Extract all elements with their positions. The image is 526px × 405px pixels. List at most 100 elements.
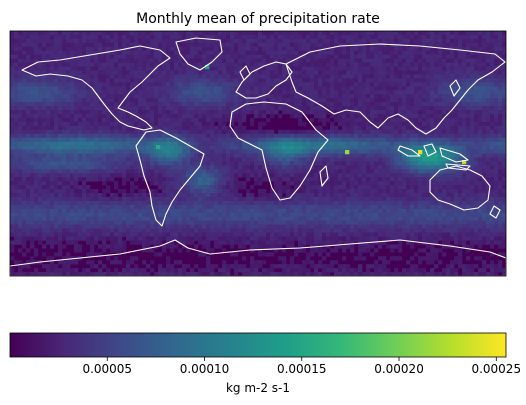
heat-cell — [18, 177, 23, 182]
heat-cell — [250, 117, 255, 123]
heat-cell — [210, 145, 215, 150]
heat-cell — [50, 66, 55, 71]
heat-cell — [458, 161, 463, 166]
heat-cell — [70, 121, 75, 127]
heat-cell — [330, 58, 335, 63]
heat-cell — [178, 121, 183, 127]
heat-cell — [266, 86, 271, 91]
heat-cell — [90, 125, 95, 131]
heat-cell — [234, 125, 239, 131]
heat-cell — [194, 129, 199, 135]
heat-cell — [394, 74, 399, 79]
heat-cell — [486, 38, 491, 44]
heat-cell — [234, 141, 239, 146]
heat-cell — [382, 94, 387, 99]
heat-cell — [110, 133, 115, 138]
heat-cell — [122, 145, 127, 150]
heat-cell — [370, 185, 375, 190]
heat-cell — [198, 86, 203, 91]
heat-cell — [154, 177, 159, 182]
heat-cell — [122, 117, 127, 123]
heat-cell — [398, 38, 403, 44]
heat-cell — [282, 177, 287, 182]
heat-cell — [274, 106, 279, 111]
heat-cell — [26, 54, 31, 59]
heat-cell — [158, 169, 163, 174]
heat-cell — [102, 121, 107, 127]
heat-cell — [418, 98, 423, 103]
heat-cell — [442, 149, 447, 154]
heat-cell — [386, 38, 391, 44]
heat-cell — [66, 98, 71, 103]
heat-cell — [214, 141, 219, 146]
heat-cell — [114, 38, 119, 44]
heat-cell — [450, 102, 455, 107]
heat-cell — [322, 113, 327, 119]
heat-cell — [106, 189, 111, 194]
heat-cell — [302, 50, 307, 56]
heat-cell — [58, 137, 63, 142]
heat-cell — [250, 54, 255, 59]
heat-cell — [462, 165, 467, 170]
heat-cell — [182, 137, 187, 142]
heat-cell — [130, 62, 135, 67]
heat-cell — [174, 125, 179, 131]
heat-cell — [14, 54, 19, 59]
heat-cell — [294, 177, 299, 182]
heat-cell — [490, 102, 495, 107]
heat-cell — [454, 106, 459, 111]
heat-cell — [254, 141, 259, 146]
heat-cell — [182, 189, 187, 194]
heat-cell — [334, 90, 339, 95]
heat-cell — [374, 31, 379, 36]
heat-cell — [178, 113, 183, 119]
heat-cell — [158, 137, 163, 142]
heat-cell — [470, 66, 475, 71]
heat-cell — [78, 141, 83, 146]
heat-cell — [394, 161, 399, 166]
heat-cell — [370, 177, 375, 182]
heat-cell — [254, 169, 259, 174]
heat-cell — [378, 165, 383, 170]
heat-cell — [86, 161, 91, 166]
heat-cell — [46, 74, 51, 79]
heat-cell — [298, 50, 303, 56]
heat-cell — [442, 70, 447, 75]
heat-cell — [10, 102, 15, 107]
heat-cell — [74, 125, 79, 131]
heat-cell — [22, 193, 27, 198]
heat-cell — [306, 66, 311, 71]
heat-cell — [450, 141, 455, 146]
heat-cell — [74, 82, 79, 87]
heat-cell — [190, 31, 195, 36]
heat-cell — [274, 133, 279, 138]
heat-cell — [158, 173, 163, 178]
heat-cell — [374, 117, 379, 123]
heat-cell — [286, 38, 291, 44]
heat-cell — [162, 153, 167, 158]
heat-cell — [74, 62, 79, 67]
heat-cell — [110, 50, 115, 56]
heat-cell — [482, 82, 487, 87]
heat-cell — [342, 46, 347, 52]
heat-cell — [278, 106, 283, 111]
heat-cell — [362, 34, 367, 40]
heat-cell — [158, 70, 163, 75]
heat-cell — [202, 98, 207, 103]
heat-cell — [174, 177, 179, 182]
heat-cell — [78, 66, 83, 71]
heat-cell — [498, 70, 503, 75]
heat-cell — [246, 50, 251, 56]
heat-cell — [486, 94, 491, 99]
heat-cell — [486, 70, 491, 75]
heat-cell — [378, 78, 383, 83]
heat-cell — [274, 74, 279, 79]
heat-cell — [74, 129, 79, 135]
heat-cell — [362, 58, 367, 63]
heat-cell — [58, 58, 63, 63]
heat-cell — [462, 31, 467, 36]
heat-cell — [18, 149, 23, 154]
heat-cell — [330, 121, 335, 127]
heat-cell — [38, 106, 43, 111]
heat-cell — [246, 177, 251, 182]
